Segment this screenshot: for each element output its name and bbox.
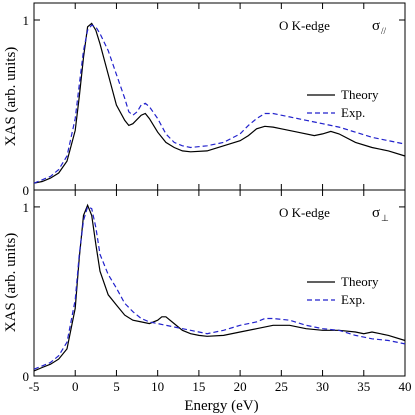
y-tick-label: 1 [23,13,30,28]
series-theory-line [33,22,406,184]
panel-top: 0 1 O K-edge σ// Theory Exp. [23,2,406,198]
x-axis: -5 0 5 10 15 20 25 30 35 40 [29,379,412,394]
legend-label: Theory [341,274,379,289]
panel-bottom: 0 1 O K-edge σ ⊥ Theory Exp. [23,189,406,384]
series-exp-line [33,24,406,184]
x-tick-label: 30 [316,379,329,394]
legend-label: Theory [341,87,379,102]
edge-annotation: O K-edge [279,18,330,33]
x-tick-label: 0 [72,379,79,394]
x-axis-label: Energy (eV) [184,398,258,414]
y-tick-label: 1 [23,200,30,215]
x-tick-label: 40 [399,379,412,394]
x-tick-label: 5 [113,379,120,394]
polarization-subscript: // [381,26,387,36]
x-tick-label: 35 [357,379,370,394]
y-axis-label-bottom: XAS (arb. units) [3,233,19,333]
legend-label: Exp. [341,105,365,120]
edge-annotation: O K-edge [279,205,330,220]
x-tick-label: 25 [275,379,288,394]
polarization-symbol: σ [372,18,380,34]
polarization-subscript: ⊥ [381,213,389,223]
x-tick-label: -5 [29,379,40,394]
polarization-symbol: σ [372,205,380,221]
x-tick-label: 10 [151,379,164,394]
y-tick-label: 0 [23,183,30,198]
panel-frame [33,189,406,377]
y-tick-label: 0 [23,369,30,384]
series-theory-line [33,203,406,372]
y-axis-label-top: XAS (arb. units) [3,47,19,147]
x-tick-label: 20 [234,379,247,394]
x-tick-label: 15 [192,379,205,394]
legend-label: Exp. [341,292,365,307]
